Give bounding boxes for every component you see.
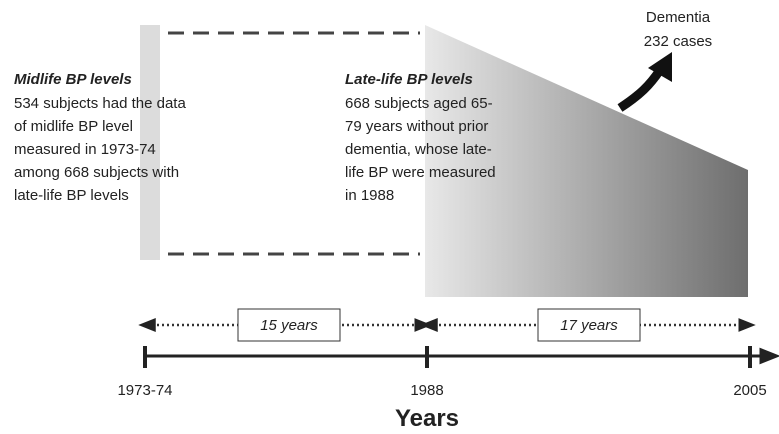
text-line: life BP were measured bbox=[345, 164, 496, 181]
text-line: measured in 1973-74 bbox=[14, 141, 156, 158]
outcome-title: Dementia bbox=[646, 9, 711, 26]
text-line: in 1988 bbox=[345, 187, 394, 204]
outcome-count: 232 cases bbox=[644, 33, 712, 50]
text-line: among 668 subjects with bbox=[14, 164, 179, 181]
text-line: dementia, whose late- bbox=[345, 141, 492, 158]
axis-title: Years bbox=[395, 405, 459, 432]
late-life-wedge bbox=[425, 25, 748, 297]
tick-label: 1973-74 bbox=[117, 382, 172, 399]
text-line: late-life BP levels bbox=[14, 187, 129, 204]
interval-label: 17 years bbox=[560, 317, 618, 334]
latelife-title: Late-life BP levels bbox=[345, 71, 473, 88]
midlife-text: 534 subjects had the data of midlife BP l… bbox=[14, 95, 186, 204]
interval-box bbox=[537, 308, 641, 342]
timeline-ticks bbox=[143, 346, 752, 368]
latelife-text: 668 subjects aged 65- 79 years without pr… bbox=[345, 95, 496, 204]
dashed-frame bbox=[168, 31, 420, 256]
midlife-bar bbox=[140, 25, 160, 260]
text-line: 79 years without prior bbox=[345, 118, 488, 135]
interval-box bbox=[237, 308, 341, 342]
text-line: 668 subjects aged 65- bbox=[345, 95, 493, 112]
interval-label: 15 years bbox=[260, 317, 318, 334]
tick-label: 1988 bbox=[410, 382, 443, 399]
arrow-head bbox=[648, 52, 672, 82]
midlife-title: Midlife BP levels bbox=[14, 71, 132, 88]
text-line: 534 subjects had the data bbox=[14, 95, 186, 112]
text-line: of midlife BP level bbox=[14, 118, 133, 135]
tick-label: 2005 bbox=[733, 382, 766, 399]
arrow-shaft bbox=[617, 67, 664, 112]
